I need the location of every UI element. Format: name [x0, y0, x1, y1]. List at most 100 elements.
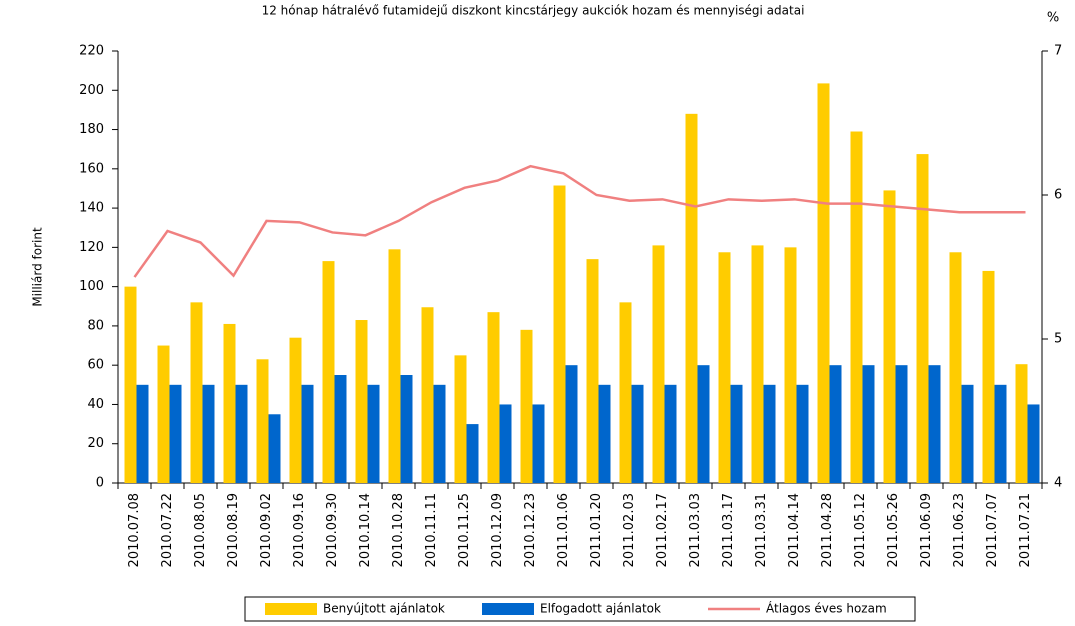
bar [256, 359, 269, 483]
bar [763, 384, 776, 483]
x-tick-label: 2010.12.23 [523, 493, 538, 567]
y-tick-label: 20 [87, 436, 104, 451]
bar [784, 247, 797, 483]
bar [685, 113, 698, 483]
bar [796, 384, 809, 483]
bar [652, 245, 665, 483]
bar [454, 355, 467, 483]
y-tick-label: 180 [79, 122, 104, 137]
bar [565, 365, 578, 483]
x-tick-label: 2010.10.14 [358, 493, 373, 567]
x-tick-label: 2011.01.06 [556, 493, 571, 567]
bar [994, 384, 1007, 483]
y2-tick-label: 7 [1054, 44, 1062, 59]
legend-swatch [482, 603, 534, 615]
bar [631, 384, 644, 483]
bar [598, 384, 611, 483]
bar [928, 365, 941, 483]
bar [520, 329, 533, 483]
y2-axis-label: % [1047, 11, 1059, 26]
y2-tick-label: 4 [1054, 476, 1062, 491]
x-tick-label: 2011.03.17 [721, 493, 736, 567]
bar [829, 365, 842, 483]
bar [400, 375, 413, 483]
x-tick-label: 2010.11.25 [457, 493, 472, 567]
bar [367, 384, 380, 483]
y-tick-label: 160 [79, 161, 104, 176]
bar [730, 384, 743, 483]
y2-tick-label: 5 [1054, 332, 1062, 347]
bar [961, 384, 974, 483]
bar [1027, 404, 1040, 483]
bar [388, 249, 401, 483]
bar [322, 261, 335, 483]
bar [1015, 364, 1028, 483]
y-tick-label: 120 [79, 240, 104, 255]
bar [664, 384, 677, 483]
bar [433, 384, 446, 483]
y-tick-label: 220 [79, 44, 104, 59]
bar [499, 404, 512, 483]
bar [202, 384, 215, 483]
x-tick-label: 2011.02.03 [622, 493, 637, 567]
bar [235, 384, 248, 483]
x-tick-label: 2011.05.12 [853, 493, 868, 567]
bar [895, 365, 908, 483]
bar [949, 252, 962, 483]
bar [817, 83, 830, 484]
x-tick-label: 2010.07.08 [127, 493, 142, 567]
bar [466, 424, 479, 483]
bar [487, 312, 500, 483]
x-tick-label: 2010.07.22 [160, 493, 175, 567]
bar [421, 307, 434, 483]
bar [223, 323, 236, 483]
y2-tick-label: 6 [1054, 188, 1062, 203]
y-tick-label: 100 [79, 279, 104, 294]
x-tick-label: 2011.02.17 [655, 493, 670, 567]
bar [751, 245, 764, 483]
y-tick-label: 80 [87, 318, 104, 333]
bar [553, 185, 566, 483]
x-tick-label: 2010.09.02 [259, 493, 274, 567]
bar [883, 190, 896, 483]
x-tick-label: 2011.06.09 [919, 493, 934, 567]
bar [916, 154, 929, 483]
bar [157, 345, 170, 483]
bar [862, 365, 875, 483]
x-tick-label: 2010.08.19 [226, 493, 241, 567]
bar [268, 414, 281, 483]
x-tick-label: 2010.09.16 [292, 493, 307, 567]
bar [697, 365, 710, 483]
x-tick-label: 2010.12.09 [490, 493, 505, 567]
x-tick-label: 2011.04.28 [820, 493, 835, 567]
bar [190, 302, 203, 483]
bar [301, 384, 314, 483]
bar [169, 384, 182, 483]
legend-box [244, 596, 916, 622]
y-tick-label: 140 [79, 201, 104, 216]
x-tick-label: 2011.04.14 [787, 493, 802, 567]
x-tick-label: 2011.01.20 [589, 493, 604, 567]
bar [586, 259, 599, 483]
bar [619, 302, 632, 483]
legend-label: Benyújtott ajánlatok [323, 602, 445, 616]
y-tick-label: 200 [79, 83, 104, 98]
legend-swatch [265, 603, 317, 615]
x-tick-label: 2010.10.28 [391, 493, 406, 567]
legend-label: Elfogadott ajánlatok [540, 602, 661, 616]
y-tick-label: 40 [87, 397, 104, 412]
x-tick-label: 2011.03.03 [688, 493, 703, 567]
x-tick-label: 2011.03.31 [754, 493, 769, 567]
bar [136, 384, 149, 483]
x-tick-label: 2011.06.23 [952, 493, 967, 567]
x-tick-label: 2011.07.21 [1018, 493, 1033, 567]
x-tick-label: 2011.05.26 [886, 493, 901, 567]
x-tick-label: 2010.08.05 [193, 493, 208, 567]
y-tick-label: 60 [87, 358, 104, 373]
x-tick-label: 2010.09.30 [325, 493, 340, 567]
bar [982, 270, 995, 483]
bar [289, 337, 302, 483]
legend-label: Átlagos éves hozam [766, 601, 887, 616]
x-tick-label: 2010.11.11 [424, 493, 439, 567]
